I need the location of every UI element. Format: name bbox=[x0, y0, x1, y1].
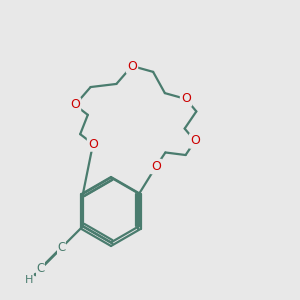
Text: C: C bbox=[58, 241, 66, 254]
Text: O: O bbox=[127, 59, 137, 73]
Text: O: O bbox=[190, 134, 200, 148]
Text: O: O bbox=[70, 98, 80, 112]
Text: O: O bbox=[88, 137, 98, 151]
Text: H: H bbox=[25, 275, 33, 285]
Text: C: C bbox=[36, 262, 45, 275]
Text: O: O bbox=[151, 160, 161, 173]
Text: O: O bbox=[181, 92, 191, 106]
